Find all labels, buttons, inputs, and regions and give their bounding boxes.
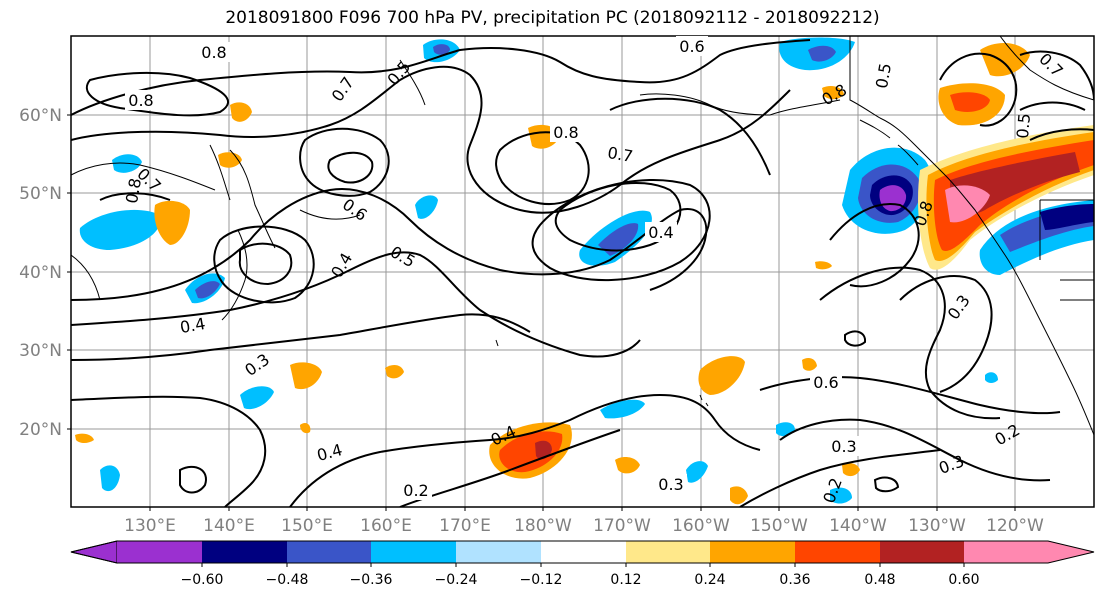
contour-label: 0.8 [201,43,226,62]
map-title: 2018091800 F096 700 hPa PV, precipitatio… [225,8,880,28]
colorbar-bin [287,541,371,563]
colorbar: −0.60 −0.48 −0.36 −0.24 −0.12 0.12 0.24 … [70,540,1095,588]
x-tick-label: 170°W [593,516,651,536]
colorbar-bin [880,541,964,563]
colorbar-extend-min [70,540,118,564]
x-tick-label: 180°W [514,516,572,536]
x-axis: 130°E 140°E 150°E 160°E 170°E 180°W 170°… [124,507,1044,536]
colorbar-label: 0.12 [610,572,641,588]
contour-label: 0.6 [679,37,704,56]
colorbar-label: 0.48 [864,572,895,588]
contour-label: 0.8 [553,123,578,142]
colorbar-extend-max [964,541,1094,563]
colorbar-bin [626,541,710,563]
x-tick-label: 150°W [750,516,808,536]
colorbar-bin [795,541,880,563]
colorbar-label: 0.36 [779,572,810,588]
x-tick-label: 150°E [281,516,333,536]
y-axis: 60°N 50°N 40°N 30°N 20°N [19,106,71,440]
colorbar-label: −0.36 [350,572,393,588]
contour-label: 0.2 [403,481,428,500]
contour-label: 0.5 [872,62,895,90]
colorbar-label: −0.60 [181,572,224,588]
colorbar-bin [456,541,541,563]
colorbar-bin [202,541,287,563]
contour-label: 0.6 [813,373,838,392]
x-tick-label: 140°E [203,516,255,536]
y-tick-label: 60°N [19,106,62,126]
y-tick-label: 30°N [19,341,62,361]
colorbar-bin [117,541,202,563]
contour-label: 0.4 [648,223,673,242]
y-tick-label: 20°N [19,420,62,440]
contour-labels: 0.8 0.8 0.7 0.5 0.6 0.8 0.7 0.7 0.6 0.5 … [122,36,1067,506]
contour-label: 0.5 [1013,112,1034,139]
colorbar-bin [371,541,456,563]
pv-contours [71,39,1094,507]
colorbar-bin [710,541,795,563]
contour-label: 0.3 [658,475,683,494]
contour-label: 0.8 [122,177,145,205]
precip-positive-anomalies [75,43,1094,505]
x-tick-label: 120°W [986,516,1044,536]
colorbar-label: −0.12 [520,572,563,588]
y-tick-label: 40°N [19,263,62,283]
x-tick-label: 130°E [124,516,176,536]
contour-label: 0.3 [831,437,856,456]
x-tick-label: 170°E [439,516,491,536]
contour-label: 0.7 [606,143,634,166]
x-tick-label: 160°W [672,516,730,536]
colorbar-label: 0.24 [694,572,725,588]
contour-label: 0.8 [128,91,153,110]
colorbar-label: −0.48 [266,572,309,588]
contour-label: 0.4 [179,314,207,337]
colorbar-bin [541,541,626,563]
y-tick-label: 50°N [19,184,62,204]
colorbar-label: 0.60 [948,572,979,588]
x-tick-label: 130°W [908,516,966,536]
x-tick-label: 140°W [829,516,887,536]
colorbar-label: −0.24 [435,572,478,588]
x-tick-label: 160°E [360,516,412,536]
